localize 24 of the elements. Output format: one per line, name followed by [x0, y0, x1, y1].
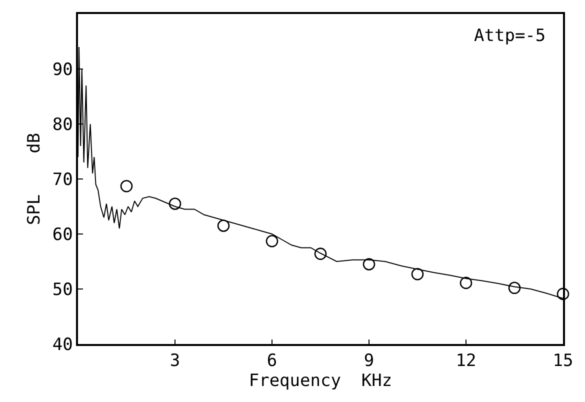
- point: [362, 258, 376, 270]
- point: [460, 276, 472, 290]
- y-tick-label: 70: [52, 170, 73, 190]
- point: [217, 220, 230, 232]
- point: [120, 180, 133, 192]
- y-tick-label: 80: [52, 114, 73, 135]
- x-tick-label: 6: [266, 351, 278, 372]
- point: [411, 268, 424, 280]
- x-tick-label: 9: [364, 351, 374, 372]
- y-tick-label: 40: [52, 334, 73, 355]
- x-axis-title: Frequency KHz: [248, 371, 392, 392]
- point: [556, 288, 570, 300]
- point: [314, 248, 327, 260]
- point: [266, 235, 278, 248]
- y-tick-label: 60: [52, 224, 73, 245]
- point: [168, 198, 182, 210]
- y-tick-label: 90: [52, 60, 73, 80]
- x-tick-label: 15: [552, 351, 574, 372]
- x-tick-label: 12: [456, 351, 476, 372]
- annotation: Attp=-5: [474, 26, 546, 46]
- y-axis-title: SPL dB: [24, 132, 44, 226]
- point: [508, 282, 521, 294]
- x-tick-label: 3: [170, 351, 180, 372]
- y-tick-label: 50: [52, 280, 73, 300]
